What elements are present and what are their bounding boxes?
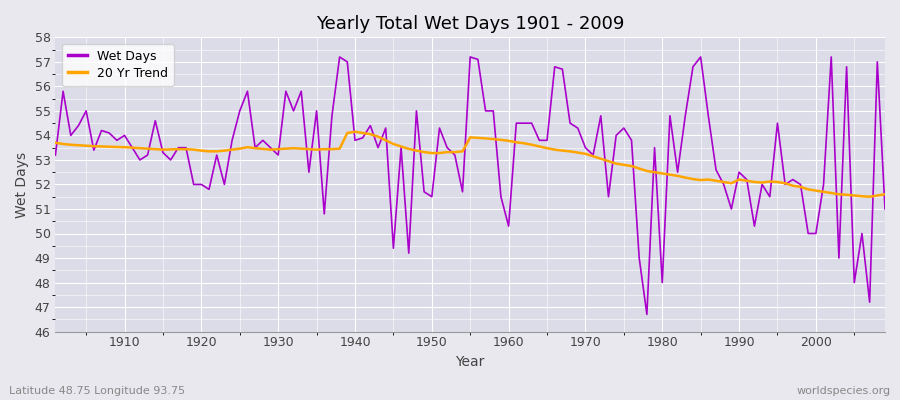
Wet Days	[50, 153, 61, 158]
Legend: Wet Days, 20 Yr Trend: Wet Days, 20 Yr Trend	[62, 44, 174, 86]
Wet Days	[281, 89, 292, 94]
Wet Days	[642, 312, 652, 317]
Wet Days	[503, 224, 514, 228]
Text: worldspecies.org: worldspecies.org	[796, 386, 891, 396]
X-axis label: Year: Year	[455, 355, 485, 369]
20 Yr Trend	[879, 192, 890, 197]
20 Yr Trend	[511, 140, 522, 145]
Wet Days	[112, 138, 122, 143]
Line: Wet Days: Wet Days	[56, 57, 885, 314]
20 Yr Trend	[112, 144, 122, 149]
20 Yr Trend	[864, 194, 875, 199]
20 Yr Trend	[603, 159, 614, 164]
Wet Days	[511, 121, 522, 126]
Wet Days	[879, 206, 890, 211]
20 Yr Trend	[281, 146, 292, 151]
Y-axis label: Wet Days: Wet Days	[15, 151, 29, 218]
Title: Yearly Total Wet Days 1901 - 2009: Yearly Total Wet Days 1901 - 2009	[316, 15, 625, 33]
Text: Latitude 48.75 Longitude 93.75: Latitude 48.75 Longitude 93.75	[9, 386, 185, 396]
Wet Days	[327, 113, 338, 118]
20 Yr Trend	[349, 129, 360, 134]
20 Yr Trend	[50, 140, 61, 145]
20 Yr Trend	[327, 147, 338, 152]
Wet Days	[334, 54, 345, 59]
Line: 20 Yr Trend: 20 Yr Trend	[56, 132, 885, 197]
Wet Days	[603, 194, 614, 199]
20 Yr Trend	[503, 138, 514, 143]
